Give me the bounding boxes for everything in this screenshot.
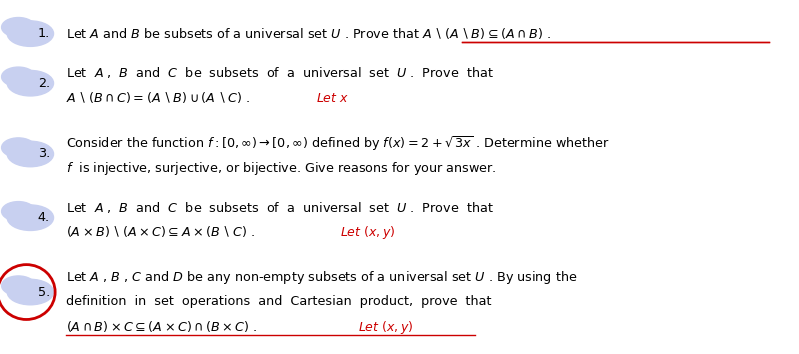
Ellipse shape [2,67,35,86]
Ellipse shape [7,141,54,167]
Text: Let  $A$ ,  $B$  and  $C$  be  subsets  of  a  universal  set  $U$ .  Prove  tha: Let $A$ , $B$ and $C$ be subsets of a un… [66,65,493,80]
Text: Consider the function $f:[0,\infty)\to[0,\infty)$ defined by $f(x)=2+\sqrt{3x}$ : Consider the function $f:[0,\infty)\to[0… [66,134,609,153]
Ellipse shape [2,17,35,37]
Text: Let $(x,y)$: Let $(x,y)$ [340,224,395,241]
Text: Let  $A$ ,  $B$  and  $C$  be  subsets  of  a  universal  set  $U$ .  Prove  tha: Let $A$ , $B$ and $C$ be subsets of a un… [66,200,493,215]
Ellipse shape [7,70,54,96]
Text: 4.: 4. [38,211,50,224]
Ellipse shape [2,202,35,221]
Text: Let $A$ , $B$ , $C$ and $D$ be any non-empty subsets of a universal set $U$ . By: Let $A$ , $B$ , $C$ and $D$ be any non-e… [66,269,577,286]
Text: $A\setminus(B\cap C)=(A\setminus B)\cup(A\setminus C)$ .: $A\setminus(B\cap C)=(A\setminus B)\cup(… [66,90,255,105]
Text: 5.: 5. [38,286,50,298]
Text: 2.: 2. [38,77,50,90]
Text: 3.: 3. [38,148,50,160]
Text: $(A\cap B)\times C\subseteq(A\times C)\cap(B\times C)$ .: $(A\cap B)\times C\subseteq(A\times C)\c… [66,319,262,334]
Ellipse shape [7,205,54,230]
Text: 1.: 1. [38,27,50,40]
Text: Let $A$ and $B$ be subsets of a universal set $U$ . Prove that $A\setminus(A\set: Let $A$ and $B$ be subsets of a universa… [66,26,551,41]
Text: $f$  is injective, surjective, or bijective. Give reasons for your answer.: $f$ is injective, surjective, or bijecti… [66,160,496,177]
Text: definition  in  set  operations  and  Cartesian  product,  prove  that: definition in set operations and Cartesi… [66,295,491,308]
Ellipse shape [7,279,54,305]
Ellipse shape [7,21,54,46]
Text: Let $x$: Let $x$ [316,92,348,105]
Ellipse shape [2,138,35,157]
Ellipse shape [2,276,35,295]
Text: $(A\times B)\setminus(A\times C)\subseteq A\times(B\setminus C)$ .: $(A\times B)\setminus(A\times C)\subsete… [66,224,260,239]
Text: Let $(x,y)$: Let $(x,y)$ [358,319,413,336]
